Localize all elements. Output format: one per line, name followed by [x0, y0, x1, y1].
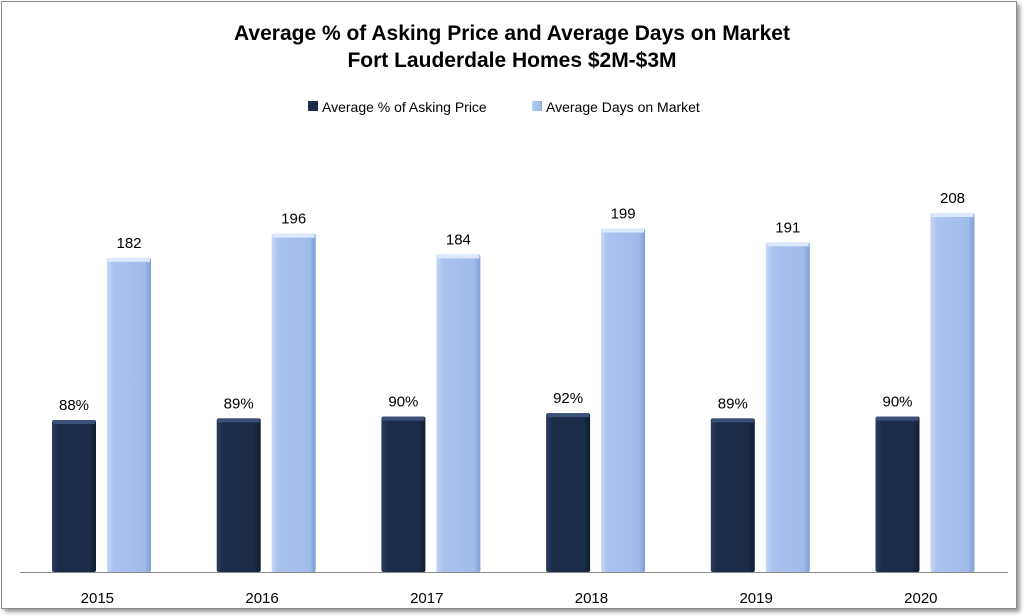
- legend-label-asking-price: Average % of Asking Price: [322, 99, 487, 115]
- x-tick-label: 2015: [81, 590, 114, 607]
- data-label: 90%: [388, 394, 418, 411]
- bar-asking-price-2019: [710, 418, 755, 572]
- bar-days-on-market-2019: [765, 242, 810, 573]
- data-label: 90%: [882, 394, 912, 411]
- legend: Average % of Asking Price Average Days o…: [308, 99, 700, 115]
- x-tick-label: 2020: [904, 590, 937, 607]
- data-label: 89%: [224, 395, 254, 412]
- bar-bevel: [931, 212, 974, 217]
- x-tick-label: 2017: [410, 590, 443, 607]
- bar-bevel: [272, 233, 315, 238]
- bar-bevel: [53, 420, 95, 425]
- data-label: 89%: [718, 395, 748, 412]
- bar-bevel: [547, 413, 590, 418]
- data-label: 88%: [59, 397, 89, 414]
- data-label: 196: [281, 211, 306, 228]
- bar-days-on-market-2015: [107, 257, 151, 572]
- bar-asking-price-2017: [381, 416, 426, 572]
- legend-label-days-on-market: Average Days on Market: [546, 99, 700, 115]
- chart-frame: [1, 1, 1017, 609]
- bar-days-on-market-2016: [271, 233, 316, 573]
- bar-asking-price-2015: [52, 420, 96, 572]
- x-tick-label: 2018: [575, 590, 608, 607]
- x-tick-label: 2016: [245, 590, 278, 607]
- chart-subtitle: Fort Lauderdale Homes $2M-$3M: [347, 49, 676, 72]
- bar-days-on-market-2018: [601, 228, 646, 572]
- bar-bevel: [602, 228, 645, 233]
- legend-swatch-asking-price: [308, 101, 318, 111]
- bar-bevel: [711, 418, 754, 423]
- bar-days-on-market-2020: [930, 212, 975, 572]
- bar-days-on-market-2017: [436, 254, 481, 572]
- data-label: 182: [116, 235, 141, 252]
- bar-asking-price-2016: [216, 418, 261, 572]
- data-label: 208: [940, 190, 965, 207]
- bar-bevel: [382, 416, 425, 421]
- bar-bevel: [437, 254, 480, 259]
- bar-bevel: [876, 416, 919, 421]
- data-label: 184: [446, 231, 471, 248]
- data-label: 199: [611, 206, 636, 223]
- legend-swatch-days-on-market: [532, 101, 542, 111]
- data-label: 92%: [553, 390, 583, 407]
- bar-asking-price-2018: [546, 413, 591, 572]
- chart-title: Average % of Asking Price and Average Da…: [234, 22, 790, 45]
- bar-bevel: [766, 242, 809, 247]
- bar-bevel: [108, 257, 150, 262]
- bar-asking-price-2020: [875, 416, 920, 572]
- data-label: 191: [775, 219, 800, 236]
- x-tick-label: 2019: [739, 590, 772, 607]
- bar-bevel: [217, 418, 260, 423]
